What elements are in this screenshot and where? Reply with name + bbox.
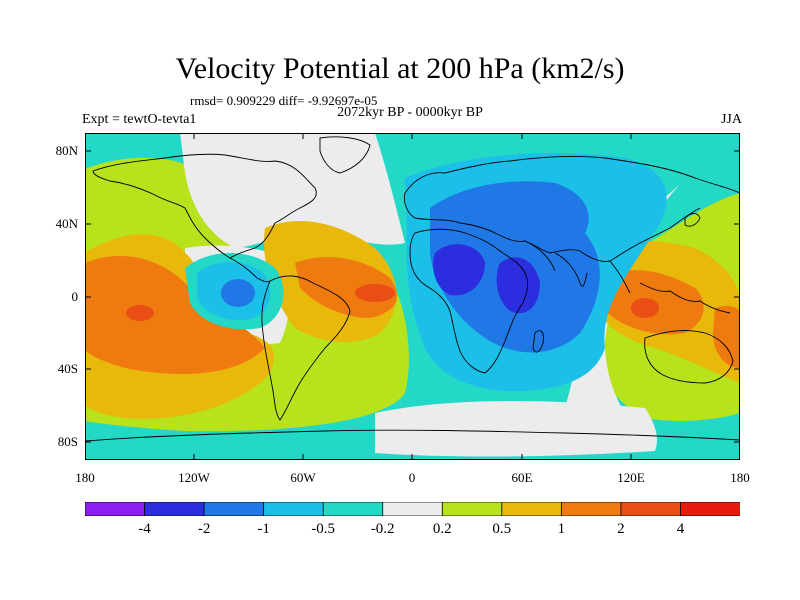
colorbar-swatches <box>84 501 741 517</box>
colorbar-label: 0.5 <box>492 521 512 537</box>
colorbar-label: 1 <box>557 521 566 537</box>
colorbar-label: 4 <box>676 521 685 537</box>
colorbar <box>84 501 741 517</box>
colorbar-swatch <box>560 501 622 517</box>
contour-pos2-east-edge <box>713 305 740 368</box>
colorbar-label: -0.2 <box>370 521 395 537</box>
colorbar-swatch <box>501 501 563 517</box>
x-tick-180-west: 180 <box>75 470 95 485</box>
x-tick-60e: 60E <box>511 470 533 485</box>
x-tick-60w: 60W <box>290 470 316 485</box>
colorbar-label: -4 <box>138 521 151 537</box>
x-tick-0: 0 <box>408 470 416 485</box>
x-tick-120w: 120W <box>178 470 210 485</box>
y-tick-80n: 80N <box>55 143 78 158</box>
coast-arabia-india <box>524 240 588 287</box>
colorbar-label: -2 <box>197 521 211 537</box>
coast-southeast-asia <box>609 260 731 314</box>
y-tick-40n: 40N <box>55 216 78 231</box>
season-label: JJA <box>720 112 742 127</box>
colorbar-label: 0.2 <box>432 521 452 537</box>
colorbar-swatch <box>680 501 741 517</box>
colorbar-swatch <box>144 501 205 517</box>
y-tick-0: 0 <box>71 289 79 304</box>
coast-central-america <box>229 257 271 283</box>
colorbar-swatch <box>203 501 265 517</box>
axis-ticks <box>85 133 740 460</box>
contour-max-maritime <box>631 298 659 318</box>
map-title: Velocity Potential at 200 hPa (km2/s) <box>175 52 625 85</box>
contour-pos2-atlantic <box>295 257 398 318</box>
stats-text: rmsd= 0.909229 diff= -9.92697e-05 <box>190 93 378 108</box>
contour-neg2-africa-east <box>496 257 540 314</box>
velocity-potential-map <box>85 133 740 460</box>
period-text: 2072kyr BP - 0000kyr BP <box>337 105 483 120</box>
contour-max-atlantic <box>355 284 395 302</box>
map-panel <box>85 133 740 460</box>
contour-pos2-pacific <box>85 255 265 374</box>
coastlines <box>85 136 740 442</box>
experiment-label: Expt = tewtO-tevta1 <box>82 112 197 127</box>
colorbar-swatch <box>382 501 444 517</box>
coast-africa <box>409 228 529 374</box>
y-tick-40s: 40S <box>57 361 78 376</box>
coast-north-america <box>92 153 317 259</box>
colorbar-swatch <box>441 501 503 517</box>
y-tick-80s: 80S <box>57 434 78 449</box>
colorbar-label: 2 <box>617 521 625 537</box>
contour-neg-arctic <box>375 133 740 168</box>
coast-australia <box>644 330 734 384</box>
contour-neutral-south-pole <box>375 401 657 457</box>
colorbar-label: -0.5 <box>311 521 336 537</box>
coast-south-america <box>261 275 351 421</box>
contour-neutral-north-america <box>180 133 405 248</box>
coast-greenland <box>319 136 371 174</box>
colorbar-swatch <box>620 501 682 517</box>
colorbar-swatch <box>322 501 384 517</box>
x-tick-180-east: 180 <box>730 470 750 485</box>
colorbar-swatch <box>263 501 325 517</box>
coast-eurasia <box>404 156 740 262</box>
coast-madagascar <box>532 330 544 353</box>
x-tick-120e: 120E <box>617 470 645 485</box>
colorbar-label: -1 <box>257 521 270 537</box>
contour-max-pacific <box>126 305 154 321</box>
contour-neg2-africa-west <box>433 244 485 296</box>
coast-japan <box>684 213 701 227</box>
colorbar-swatch <box>84 501 146 517</box>
coast-antarctica <box>85 429 740 442</box>
contour-neg1-east-pacific <box>221 279 255 307</box>
